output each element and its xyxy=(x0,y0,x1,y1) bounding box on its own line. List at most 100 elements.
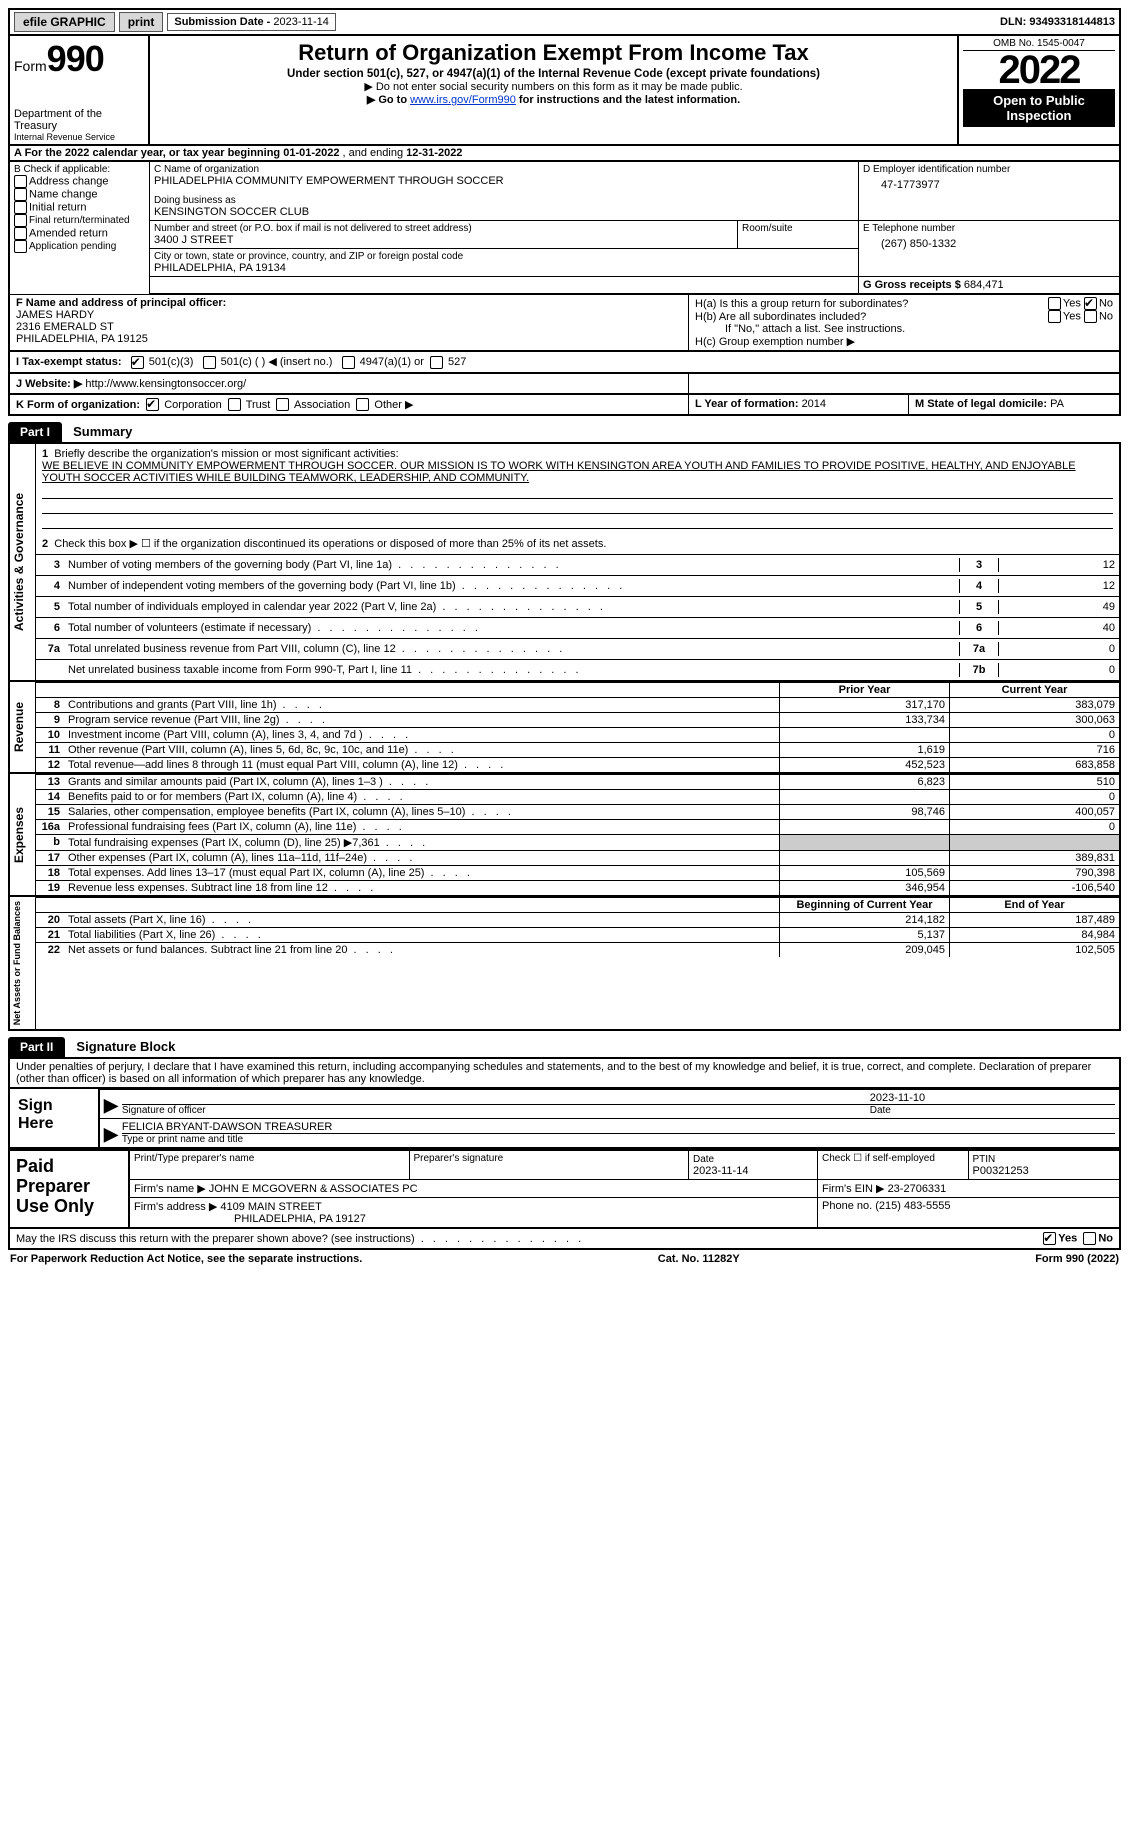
block-bcd: B Check if applicable: Address change Na… xyxy=(8,162,1121,295)
opt-initial-return: Initial return xyxy=(29,201,86,213)
dba-name: KENSINGTON SOCCER CLUB xyxy=(154,206,854,218)
prior-year-hdr: Prior Year xyxy=(779,683,949,697)
opt-application-pending: Application pending xyxy=(29,241,116,252)
table-row: 5Total number of individuals employed in… xyxy=(36,596,1119,617)
ein-value: 47-1773977 xyxy=(863,175,1115,191)
tax-year-begin: 01-01-2022 xyxy=(283,147,339,159)
dept-treasury: Department of the Treasury xyxy=(14,108,144,132)
table-row: 3Number of voting members of the governi… xyxy=(36,554,1119,575)
table-row: 4Number of independent voting members of… xyxy=(36,575,1119,596)
chk-trust[interactable] xyxy=(228,398,241,411)
header-left: Form990 Department of the Treasury Inter… xyxy=(10,36,150,144)
table-row: 19Revenue less expenses. Subtract line 1… xyxy=(36,880,1119,895)
form-label: Form xyxy=(14,58,47,74)
discuss-no: No xyxy=(1098,1233,1113,1245)
goto-suffix: for instructions and the latest informat… xyxy=(516,94,740,106)
table-row: 8Contributions and grants (Part VIII, li… xyxy=(36,697,1119,712)
form-title: Return of Organization Exempt From Incom… xyxy=(154,40,953,66)
table-row: 20Total assets (Part X, line 16)214,1821… xyxy=(36,912,1119,927)
officer-name-title: FELICIA BRYANT-DAWSON TREASURER xyxy=(122,1121,1115,1134)
dln-label: DLN: xyxy=(1000,16,1029,28)
opt-527: 527 xyxy=(448,356,466,368)
section-netassets: Net Assets or Fund Balances Beginning of… xyxy=(8,897,1121,1031)
table-row: bTotal fundraising expenses (Part IX, co… xyxy=(36,834,1119,850)
table-row: 11Other revenue (Part VIII, column (A), … xyxy=(36,742,1119,757)
vlabel-netassets: Net Assets or Fund Balances xyxy=(10,897,36,1029)
chk-final-return[interactable]: Final return/terminated xyxy=(14,214,145,227)
goto-link-line: ▶ Go to www.irs.gov/Form990 for instruct… xyxy=(154,93,953,106)
chk-527[interactable] xyxy=(430,356,443,369)
ptin: PTINP00321253 xyxy=(969,1151,1120,1179)
hc-label: H(c) Group exemption number ▶ xyxy=(695,335,1113,348)
chk-address-change[interactable]: Address change xyxy=(14,175,145,188)
firm-name-label: Firm's name ▶ xyxy=(134,1183,209,1195)
row-a-mid: , and ending xyxy=(339,147,406,159)
form-page-label: Form 990 (2022) xyxy=(1035,1253,1119,1265)
officer-addr2: PHILADELPHIA, PA 19125 xyxy=(16,333,682,345)
submission-date-label: Submission Date - xyxy=(174,16,273,28)
part2-title: Signature Block xyxy=(68,1039,175,1054)
type-print-label: Type or print name and title xyxy=(122,1134,1115,1145)
perjury-declaration: Under penalties of perjury, I declare th… xyxy=(8,1057,1121,1089)
firm-name-value: JOHN E MCGOVERN & ASSOCIATES PC xyxy=(209,1183,418,1195)
room-suite-label: Room/suite xyxy=(738,221,858,248)
header-right: OMB No. 1545-0047 2022 Open to Public In… xyxy=(959,36,1119,144)
chk-501c[interactable] xyxy=(203,356,216,369)
table-row: 9Program service revenue (Part VIII, lin… xyxy=(36,712,1119,727)
chk-association[interactable] xyxy=(276,398,289,411)
part2-header-row: Part II Signature Block xyxy=(8,1031,1121,1057)
row-f-h: F Name and address of principal officer:… xyxy=(8,295,1121,352)
gross-label: G Gross receipts $ xyxy=(863,279,964,291)
rev-header: Prior Year Current Year xyxy=(36,682,1119,697)
chk-initial-return[interactable]: Initial return xyxy=(14,201,145,214)
officer-addr1: 2316 EMERALD ST xyxy=(16,321,682,333)
irs-discuss-row: May the IRS discuss this return with the… xyxy=(8,1229,1121,1250)
top-bar: efile GRAPHIC print Submission Date - 20… xyxy=(8,8,1121,36)
paid-preparer-label: Paid Preparer Use Only xyxy=(10,1151,130,1227)
chk-amended-return[interactable]: Amended return xyxy=(14,227,145,240)
row-i: I Tax-exempt status: 501(c)(3) 501(c) ( … xyxy=(8,352,1121,374)
ptin-label: PTIN xyxy=(973,1154,996,1165)
table-row: 17Other expenses (Part IX, column (A), l… xyxy=(36,850,1119,865)
firm-address: Firm's address ▶ 4109 MAIN STREET PHILAD… xyxy=(130,1198,818,1227)
table-row: 15Salaries, other compensation, employee… xyxy=(36,804,1119,819)
box-f-label: F Name and address of principal officer: xyxy=(16,297,682,309)
opt-501c: 501(c) ( ) ◀ (insert no.) xyxy=(221,356,333,368)
hb-label: H(b) Are all subordinates included? xyxy=(695,311,866,323)
box-d-ein: D Employer identification number 47-1773… xyxy=(859,162,1119,221)
chk-application-pending[interactable]: Application pending xyxy=(14,240,145,253)
chk-name-change[interactable]: Name change xyxy=(14,188,145,201)
mission-text: WE BELIEVE IN COMMUNITY EMPOWERMENT THRO… xyxy=(42,460,1076,484)
efile-label: efile GRAPHIC xyxy=(14,12,115,32)
chk-4947[interactable] xyxy=(342,356,355,369)
table-row: 14Benefits paid to or for members (Part … xyxy=(36,789,1119,804)
sig-date-label: Date xyxy=(858,1105,1115,1116)
chk-other[interactable] xyxy=(356,398,369,411)
submission-date: Submission Date - 2023-11-14 xyxy=(167,13,335,31)
preparer-date: Date2023-11-14 xyxy=(689,1151,818,1179)
box-g-gross: G Gross receipts $ 684,471 xyxy=(859,277,1119,295)
row-a-tax-year: A For the 2022 calendar year, or tax yea… xyxy=(8,146,1121,162)
opt-501c3: 501(c)(3) xyxy=(149,356,194,368)
vlabel-governance: Activities & Governance xyxy=(10,444,36,680)
ssn-warning: ▶ Do not enter social security numbers o… xyxy=(154,80,953,93)
firm-addr-2: PHILADELPHIA, PA 19127 xyxy=(134,1213,366,1225)
form-subtitle: Under section 501(c), 527, or 4947(a)(1)… xyxy=(154,68,953,80)
current-year-hdr: Current Year xyxy=(949,683,1119,697)
chk-corporation[interactable] xyxy=(146,398,159,411)
print-button[interactable]: print xyxy=(119,12,164,32)
sig-name-row: ▶ FELICIA BRYANT-DAWSON TREASURER Type o… xyxy=(100,1118,1119,1147)
table-row: 10Investment income (Part VIII, column (… xyxy=(36,727,1119,742)
chk-501c3[interactable] xyxy=(131,356,144,369)
vlabel-revenue: Revenue xyxy=(10,682,36,772)
opt-trust: Trust xyxy=(246,399,271,411)
city-value: PHILADELPHIA, PA 19134 xyxy=(154,262,854,274)
irs-discuss-answer: Yes No xyxy=(1043,1232,1113,1245)
irs-form990-link[interactable]: www.irs.gov/Form990 xyxy=(410,94,516,106)
firm-phone-value: (215) 483-5555 xyxy=(875,1200,950,1212)
mission-label: Briefly describe the organization's miss… xyxy=(54,448,398,460)
open-inspection: Open to Public Inspection xyxy=(963,89,1115,127)
opt-4947: 4947(a)(1) or xyxy=(360,356,424,368)
hb-yes: Yes xyxy=(1063,310,1081,322)
gross-value: 684,471 xyxy=(964,279,1004,291)
